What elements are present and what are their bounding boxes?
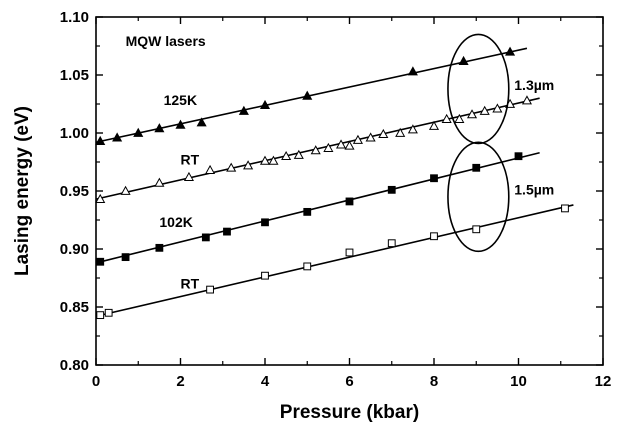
fit-line-series-2: [95, 151, 540, 264]
point-series-3: [261, 271, 269, 280]
point-series-0: [175, 119, 186, 129]
point-series-0: [238, 105, 249, 115]
fit-lines-layer: [95, 47, 574, 318]
point-series-3: [387, 239, 396, 248]
point-series-3: [430, 232, 438, 241]
point-series-0: [302, 90, 313, 100]
point-series-1: [205, 164, 216, 174]
point-series-1: [310, 145, 321, 155]
point-series-2: [96, 257, 105, 266]
x-tick-label: 0: [92, 373, 100, 390]
x-tick-label: 12: [595, 373, 612, 390]
point-series-1: [454, 113, 465, 123]
y-tick-label: 0.85: [60, 299, 89, 316]
annotation-label: 1.3µm: [514, 77, 554, 93]
point-series-2: [387, 185, 396, 194]
point-series-2: [261, 218, 269, 227]
y-tick-label: 1.05: [60, 67, 89, 84]
x-tick-label: 4: [261, 373, 270, 390]
point-series-3: [96, 311, 105, 320]
point-series-3: [104, 308, 113, 317]
point-series-2: [303, 207, 312, 216]
point-series-1: [479, 105, 490, 115]
point-series-1: [183, 171, 194, 181]
point-series-0: [458, 55, 469, 65]
point-series-2: [345, 197, 354, 206]
annotations-layer: MQW lasers 125K RT 102K RT 1.3µm 1.5µm: [126, 33, 555, 291]
x-tick-label: 2: [176, 373, 184, 390]
point-series-1: [521, 95, 532, 105]
point-series-1: [344, 140, 355, 150]
y-tick-label: 0.90: [60, 241, 89, 258]
point-series-2: [430, 174, 438, 183]
point-series-0: [95, 135, 106, 145]
x-tick-label: 10: [510, 373, 527, 390]
point-series-2: [223, 227, 231, 236]
annotation-label: RT: [181, 151, 200, 167]
point-series-1: [259, 155, 271, 165]
point-series-1: [336, 139, 347, 149]
fit-line-series-3: [95, 204, 574, 318]
point-series-2: [155, 243, 164, 252]
point-series-1: [428, 120, 440, 130]
point-series-0: [505, 46, 516, 56]
data-points-layer: [95, 46, 569, 320]
point-series-1: [120, 185, 131, 195]
point-series-3: [472, 225, 481, 234]
point-series-3: [345, 248, 354, 257]
point-series-1: [492, 103, 503, 113]
y-tick-label: 0.95: [60, 183, 89, 200]
point-series-0: [154, 123, 165, 133]
point-series-0: [133, 127, 144, 137]
point-series-1: [293, 149, 304, 159]
point-series-2: [472, 163, 481, 172]
point-series-0: [407, 66, 418, 76]
point-series-3: [303, 262, 312, 271]
point-series-3: [206, 285, 214, 294]
fit-line-series-0: [95, 47, 528, 144]
x-tick-label: 8: [430, 373, 438, 390]
y-tick-label: 0.80: [60, 357, 89, 374]
point-series-1: [268, 155, 279, 165]
point-series-1: [365, 132, 376, 142]
point-series-1: [441, 113, 452, 123]
point-series-2: [121, 253, 130, 262]
point-series-0: [259, 99, 271, 110]
point-series-1: [226, 162, 237, 172]
x-tick-label: 6: [345, 373, 353, 390]
point-series-1: [466, 109, 478, 119]
y-axis-title: Lasing energy (eV): [12, 106, 33, 276]
annotation-label: 125K: [164, 92, 197, 108]
point-series-1: [243, 160, 254, 170]
y-tick-label: 1.10: [60, 9, 89, 26]
point-series-0: [196, 117, 207, 127]
point-series-1: [323, 142, 334, 152]
point-series-1: [395, 127, 406, 137]
point-series-1: [352, 134, 363, 144]
point-series-1: [281, 150, 292, 161]
y-tick-label: 1.00: [60, 125, 89, 142]
point-series-1: [95, 193, 106, 203]
point-series-1: [407, 124, 418, 134]
x-axis-title: Pressure (kbar): [280, 402, 419, 423]
ellipse-1: [447, 141, 510, 253]
point-series-2: [201, 233, 210, 242]
point-series-1: [154, 177, 165, 187]
point-series-0: [112, 132, 123, 142]
annotation-label: 1.5µm: [514, 181, 554, 197]
annotation-label: RT: [181, 275, 200, 291]
fit-line-series-1: [95, 97, 540, 200]
axes-layer: 0 2 4 6 8 10 12 0.80 0.85 0.90 0.95 1.00 1.05 1.10 Pre…: [12, 9, 611, 423]
point-series-1: [378, 128, 389, 139]
annotation-label: MQW lasers: [126, 33, 206, 49]
point-series-2: [514, 152, 523, 161]
annotation-label: 102K: [159, 214, 192, 230]
ellipse-0: [447, 33, 510, 145]
point-series-3: [561, 204, 569, 213]
